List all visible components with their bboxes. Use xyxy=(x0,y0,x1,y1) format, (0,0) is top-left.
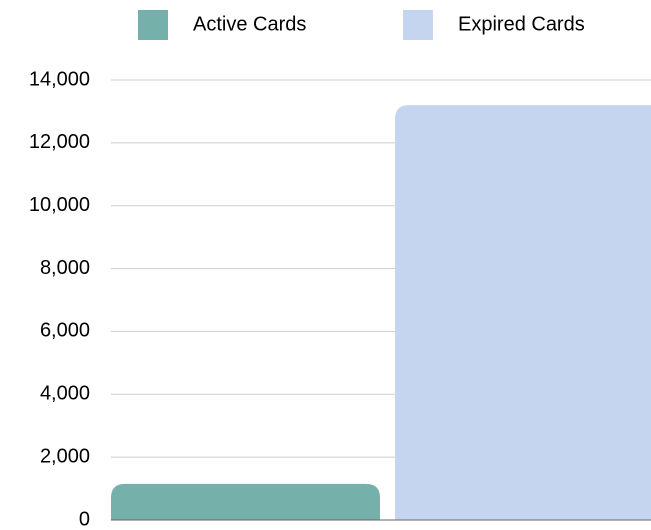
legend-label: Active Cards xyxy=(193,13,306,35)
bar xyxy=(395,105,651,520)
legend-swatch xyxy=(403,10,433,40)
y-tick-label: 2,000 xyxy=(40,445,90,467)
bar xyxy=(111,483,380,520)
y-tick-label: 14,000 xyxy=(29,68,90,90)
legend-swatch xyxy=(138,10,168,40)
y-tick-label: 6,000 xyxy=(40,320,90,342)
legend-label: Expired Cards xyxy=(458,13,585,35)
y-tick-label: 0 xyxy=(79,508,90,530)
y-tick-label: 4,000 xyxy=(40,383,90,405)
y-tick-label: 10,000 xyxy=(29,194,90,216)
y-tick-label: 8,000 xyxy=(40,257,90,279)
y-tick-label: 12,000 xyxy=(29,131,90,153)
